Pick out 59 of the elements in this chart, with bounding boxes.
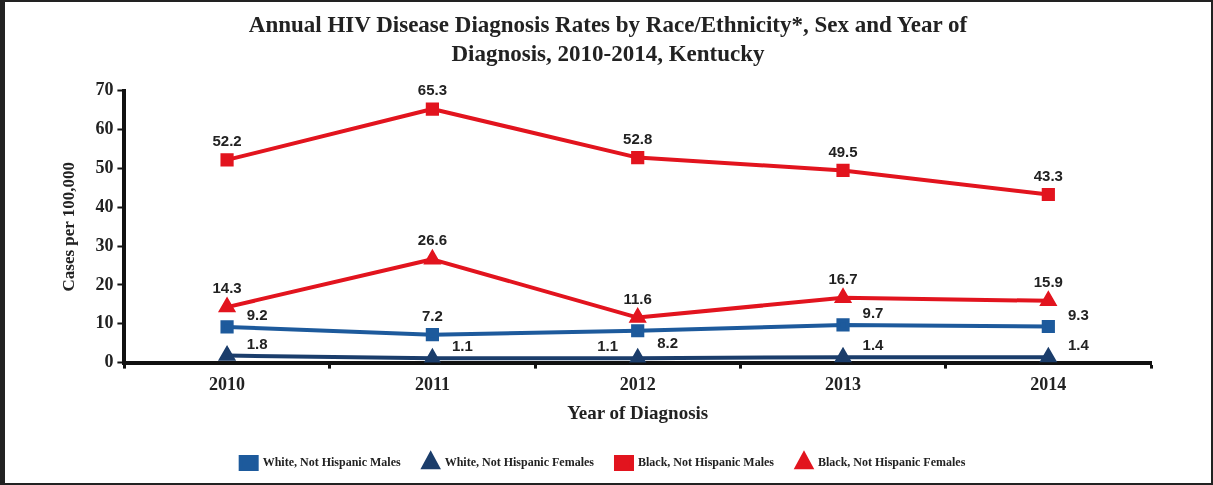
point <box>630 309 646 323</box>
data-label: 43.3 <box>1033 166 1063 184</box>
x-axis-title: Year of Diagnosis <box>567 401 709 423</box>
y-tick-label: 70 <box>95 79 114 100</box>
data-label: 49.5 <box>828 142 858 160</box>
data-label: 26.6 <box>417 231 447 249</box>
point <box>835 348 851 363</box>
x-tick-label: 2011 <box>414 374 450 395</box>
x-tick-label: 2014 <box>1030 374 1067 395</box>
point <box>631 324 645 338</box>
x-tick-label: 2012 <box>619 374 656 395</box>
x-tick-label: 2013 <box>825 374 862 395</box>
data-label: 52.2 <box>212 132 242 150</box>
data-label: 1.4 <box>862 336 885 354</box>
point <box>629 347 647 363</box>
point <box>836 318 850 332</box>
data-label: 1.1 <box>451 337 473 355</box>
data-label: 8.2 <box>657 333 679 351</box>
legend-label: White, Not Hispanic Males <box>262 455 401 470</box>
legend-label: Black, Not Hispanic Males <box>637 455 775 470</box>
point <box>424 347 441 363</box>
point <box>835 289 851 304</box>
data-label: 9.2 <box>246 306 268 324</box>
data-label: 65.3 <box>417 81 447 99</box>
legend-label: Black, Not Hispanic Females <box>817 455 966 470</box>
data-label: 7.2 <box>421 306 443 324</box>
point <box>1039 346 1057 363</box>
point <box>425 328 439 342</box>
point <box>425 102 439 116</box>
legend-label: White, Not Hispanic Females <box>444 455 595 470</box>
data-label: 1.1 <box>597 337 619 355</box>
chart-title: Annual HIV Disease Diagnosis Rates by Race/Ethnicity*, Sex and Year of Diagnosis, 2010-2014, Kentucky <box>247 11 969 68</box>
data-label: 1.8 <box>246 334 268 352</box>
data-label: 1.4 <box>1067 336 1090 354</box>
y-tick-label: 50 <box>95 157 114 178</box>
data-label: 14.3 <box>212 279 242 297</box>
data-label: 9.3 <box>1067 305 1089 323</box>
data-label: 15.9 <box>1033 273 1063 290</box>
point <box>219 347 235 361</box>
data-label: 16.7 <box>828 269 858 287</box>
point <box>220 153 234 167</box>
y-tick-label: 40 <box>95 195 114 216</box>
y-tick-label: 60 <box>95 118 114 139</box>
point <box>1041 187 1055 202</box>
data-label: 9.7 <box>862 304 884 322</box>
y-tick-label: 30 <box>95 234 114 255</box>
y-tick-label: 20 <box>95 273 114 294</box>
point <box>631 150 645 165</box>
y-tick-label: 10 <box>95 312 114 333</box>
y-axis-title: Cases per 100,000 <box>58 161 78 292</box>
y-tick-label: 0 <box>104 351 114 372</box>
point <box>220 320 234 334</box>
data-label: 52.8 <box>623 129 653 147</box>
x-tick-label: 2010 <box>209 374 246 395</box>
point <box>1040 292 1056 307</box>
data-label: 11.6 <box>623 289 652 307</box>
point <box>1041 319 1055 334</box>
point <box>836 163 850 177</box>
point <box>218 296 236 313</box>
